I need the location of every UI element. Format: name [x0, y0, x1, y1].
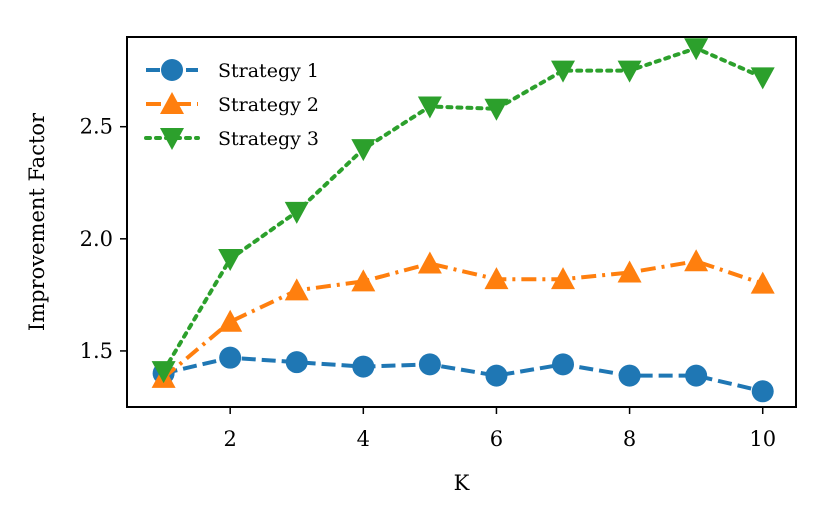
x-tick-label: 4: [357, 427, 370, 451]
series-1-point: [618, 364, 641, 387]
series-1-point: [685, 364, 708, 387]
plot-frame: [126, 36, 797, 408]
series-2-point: [417, 251, 442, 274]
series-1-line: [163, 355, 764, 394]
series-2-point: [684, 249, 709, 272]
series-2-point: [750, 271, 775, 294]
series-1-point: [352, 355, 375, 378]
series-3-point: [484, 98, 509, 121]
x-axis-label: K: [454, 471, 470, 495]
series-3: [151, 38, 775, 384]
legend-item-3: Strategy 3: [144, 128, 319, 150]
ticks-layer: 2 4 6 8 10 1.5 2.0 2.5: [80, 115, 776, 451]
series-3-point: [551, 60, 576, 83]
series-1: [152, 346, 774, 403]
x-tick-label: 8: [623, 427, 636, 451]
series-3-point: [417, 96, 442, 119]
legend-item-1: Strategy 1: [146, 59, 319, 82]
y-tick-label: 1.5: [80, 339, 113, 363]
series-3-point: [617, 60, 642, 83]
series-2-point: [617, 260, 642, 283]
series-2-point: [551, 267, 576, 290]
series-1-point: [219, 346, 242, 369]
series-3-point: [284, 201, 309, 224]
series-2-point: [218, 309, 243, 332]
series-2-point: [284, 278, 309, 301]
series-2: [151, 249, 775, 388]
legend-label-1: Strategy 1: [218, 60, 319, 82]
y-tick-label: 2.0: [80, 227, 113, 251]
series-3-point: [151, 361, 176, 384]
legend-marker-1: [161, 59, 183, 81]
series-2-point: [484, 267, 509, 290]
legend-marker-2: [160, 92, 184, 114]
series-1-point: [418, 353, 441, 376]
series-2-line: [162, 259, 764, 380]
x-tick-label: 6: [490, 427, 503, 451]
series-3-point: [218, 249, 243, 271]
y-tick-label: 2.5: [80, 115, 113, 139]
series-1-point: [751, 380, 774, 403]
series-layer: [151, 38, 775, 403]
legend: Strategy 1 Strategy 2 Strategy 3: [144, 59, 319, 150]
series-3-point: [684, 38, 709, 61]
series-1-point: [552, 353, 575, 376]
series-1-point: [285, 351, 308, 374]
legend-marker-3: [160, 128, 184, 150]
series-3-point: [351, 139, 376, 162]
y-axis-label: Improvement Factor: [25, 112, 49, 331]
series-1-point: [485, 364, 508, 387]
legend-label-2: Strategy 2: [218, 94, 319, 116]
legend-item-2: Strategy 2: [146, 92, 319, 116]
legend-label-3: Strategy 3: [218, 128, 319, 150]
x-tick-label: 10: [749, 427, 776, 451]
series-3-point: [750, 67, 775, 90]
x-tick-label: 2: [223, 427, 236, 451]
series-2-point: [351, 269, 376, 292]
series-3-line: [161, 46, 765, 374]
